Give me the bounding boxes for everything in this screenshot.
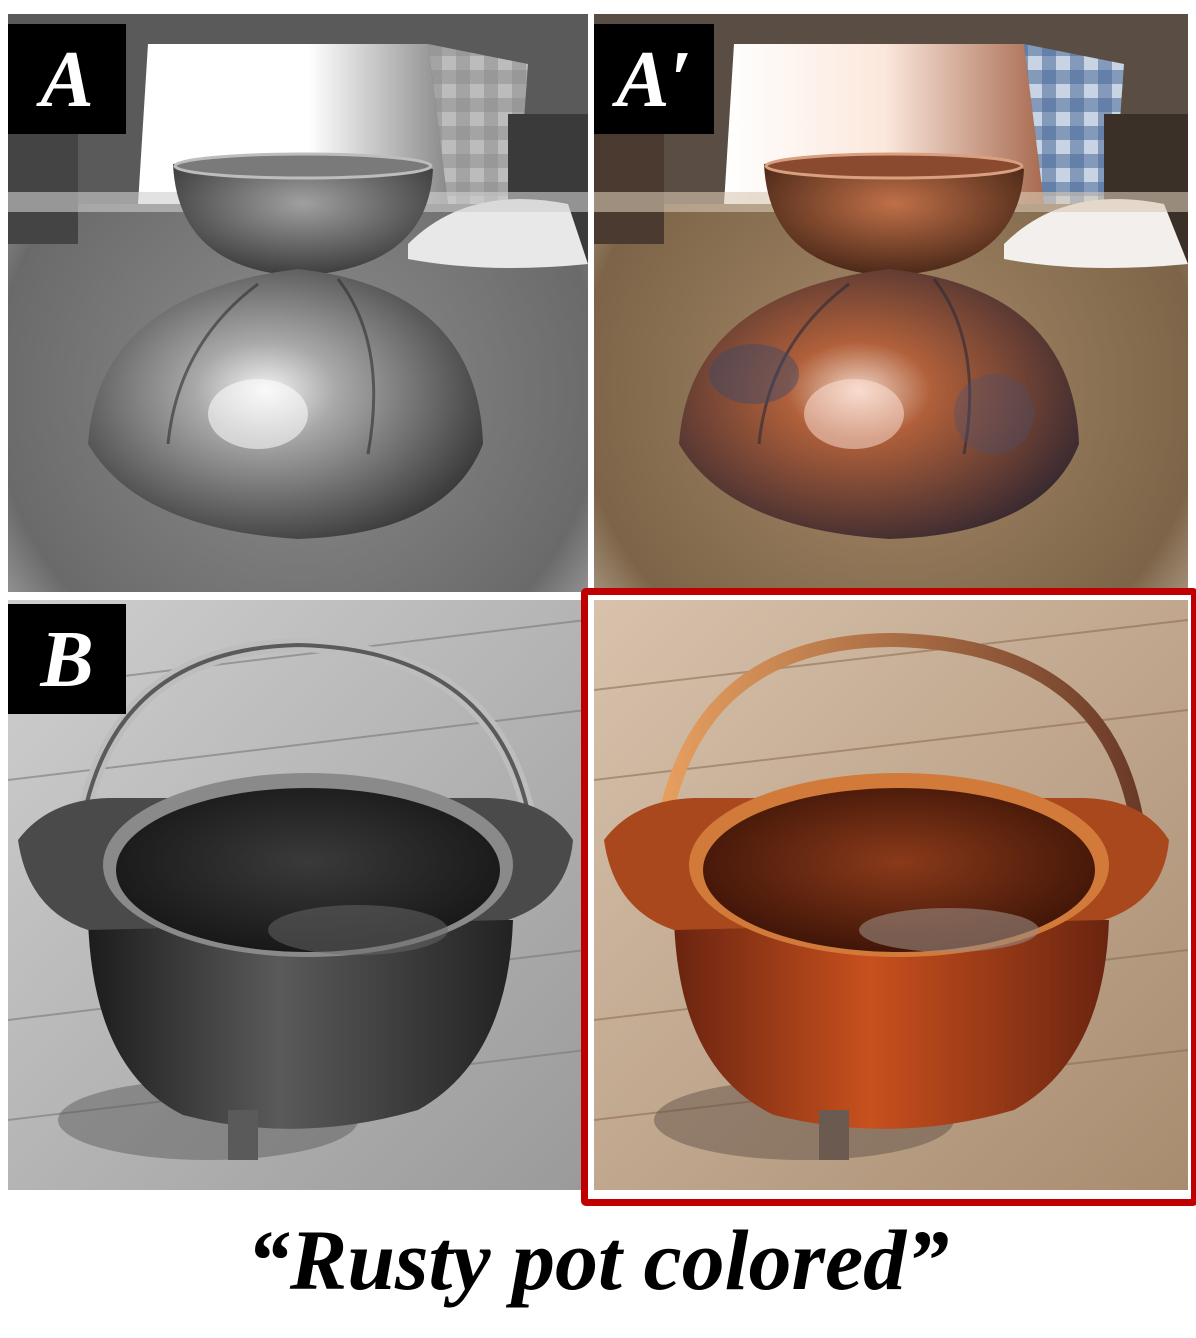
panel-label-b: B [8, 604, 126, 714]
cauldron-photo-grayscale [8, 600, 586, 1190]
panel-b-image [8, 600, 586, 1190]
panel-a-image [8, 14, 588, 592]
panel-label-a: A [8, 24, 126, 134]
panel-label-a-prime: A′ [594, 24, 714, 134]
cauldron-photo-colorized [594, 600, 1188, 1190]
panel-result-image [594, 600, 1188, 1190]
pot-photo-grayscale [8, 14, 588, 592]
figure-caption: “Rusty pot colored” [246, 1212, 950, 1308]
